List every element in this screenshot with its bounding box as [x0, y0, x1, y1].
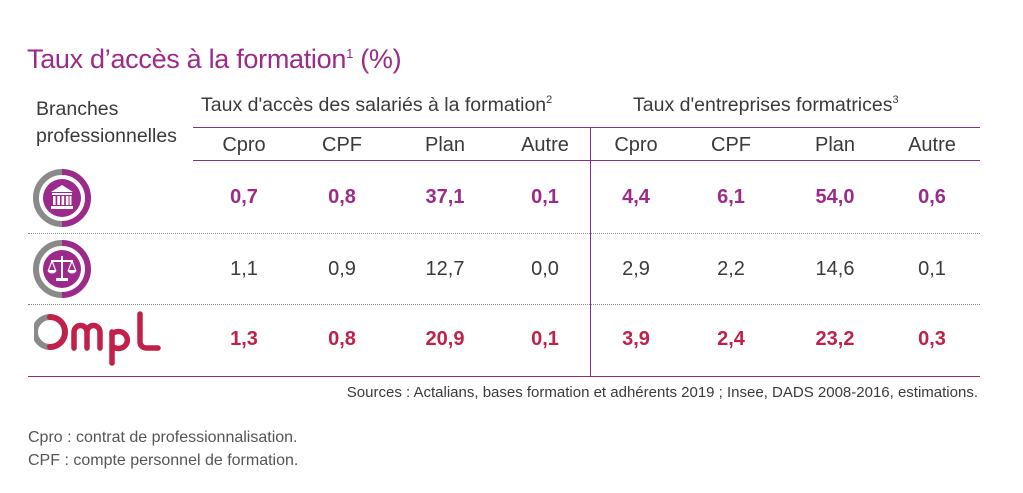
- title-text: Taux d’accès à la formation: [27, 44, 347, 74]
- row-separator: [28, 304, 980, 305]
- table-cell: 2,2: [717, 258, 745, 280]
- group-header-salaries-mark: 2: [546, 94, 553, 106]
- table-cell: 0,1: [531, 186, 559, 208]
- branches-label-line2: professionnelles: [36, 125, 177, 147]
- footnotes: Cpro : contrat de professionnalisation. …: [28, 426, 298, 472]
- table-title: Taux d’accès à la formation1 (%): [27, 44, 402, 75]
- table-cell: 0,7: [230, 186, 258, 208]
- ompl-logo: [34, 311, 161, 366]
- table-cell: 0,3: [918, 328, 946, 350]
- column-header-autre: Autre: [908, 134, 956, 156]
- column-header-plan: Plan: [424, 134, 466, 156]
- table-cell: 0,9: [328, 258, 356, 280]
- table-cell: 0,1: [531, 328, 559, 350]
- row-separator: [28, 233, 980, 234]
- footnote-cpro: Cpro : contrat de professionnalisation.: [28, 429, 298, 446]
- group-header-entreprises: Taux d'entreprises formatrices3: [633, 94, 899, 117]
- table-cell: 20,9: [425, 328, 465, 350]
- table-cell: 14,6: [815, 258, 855, 280]
- column-header-rule: [193, 160, 980, 161]
- column-header-cpro: Cpro: [222, 134, 266, 156]
- table-cell: 12,7: [425, 258, 465, 280]
- table-cell: 37,1: [425, 186, 465, 208]
- table-cell: 6,1: [717, 186, 745, 208]
- table-cell: 0,8: [328, 328, 356, 350]
- title-footnote-mark: 1: [346, 46, 354, 61]
- table-cell: 4,4: [622, 186, 650, 208]
- table-cell: 0,1: [918, 258, 946, 280]
- table-cell: 0,6: [918, 186, 946, 208]
- bank-icon: [33, 169, 91, 227]
- table-bottom-rule: [28, 376, 980, 377]
- branches-label-line1: Branches: [36, 98, 119, 120]
- scales-of-justice-icon: [33, 240, 91, 298]
- title-suffix: (%): [353, 44, 402, 74]
- table-cell: 0,0: [531, 258, 559, 280]
- footnote-cpf: CPF : compte personnel de formation.: [28, 452, 299, 469]
- table-cell: 54,0: [815, 186, 855, 208]
- sources-note: Sources : Actalians, bases formation et …: [346, 384, 978, 401]
- group-header-rule: [193, 127, 980, 128]
- table-cell: 3,9: [622, 328, 650, 350]
- group-divider: [590, 127, 591, 376]
- table-cell: 0,8: [328, 186, 356, 208]
- table-cell: 1,1: [230, 258, 258, 280]
- group-header-entreprises-mark: 3: [892, 94, 899, 106]
- group-header-salaries-text: Taux d'accès des salariés à la formation: [201, 94, 547, 116]
- table-cell: 1,3: [230, 328, 258, 350]
- table-cell: 23,2: [815, 328, 855, 350]
- column-header-cpro: Cpro: [614, 134, 658, 156]
- branches-header: Branches professionnelles: [36, 96, 177, 150]
- column-header-cpf: CPF: [711, 134, 751, 156]
- table-cell: 2,4: [717, 328, 745, 350]
- column-header-plan: Plan: [814, 134, 856, 156]
- column-header-cpf: CPF: [322, 134, 362, 156]
- column-header-autre: Autre: [521, 134, 569, 156]
- group-header-entreprises-text: Taux d'entreprises formatrices: [633, 94, 893, 116]
- group-header-salaries: Taux d'accès des salariés à la formation…: [201, 94, 552, 117]
- table-cell: 2,9: [622, 258, 650, 280]
